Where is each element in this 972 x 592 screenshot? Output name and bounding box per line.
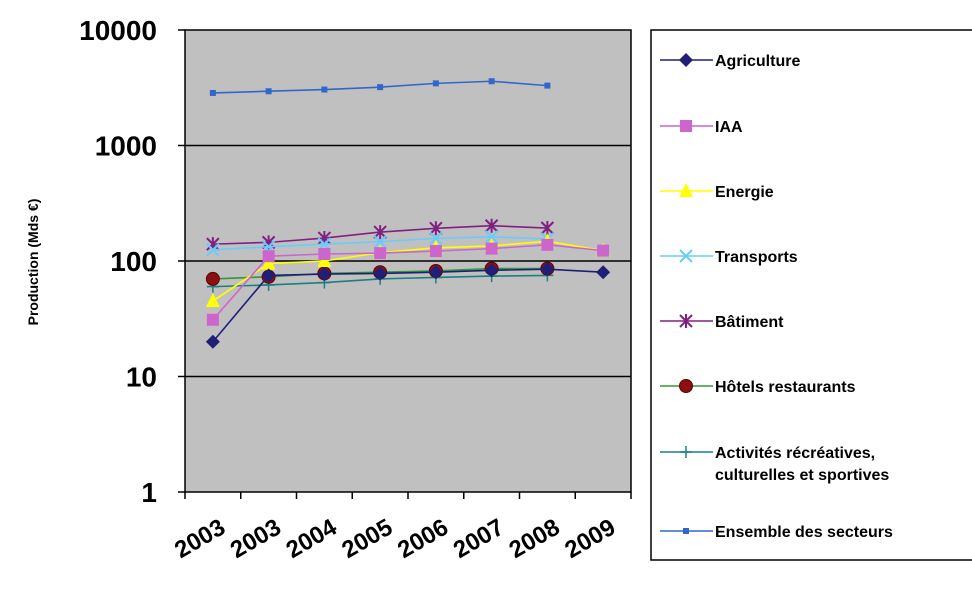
- data-point: [540, 262, 555, 277]
- data-point: [265, 88, 272, 95]
- y-tick-labels: 1 10 100 1000 10000: [79, 15, 157, 508]
- legend-entry: Transports: [660, 249, 798, 266]
- data-point: [373, 225, 387, 240]
- legend-entry: Hôtels restaurants: [660, 379, 856, 396]
- x-tick-label: 2004: [282, 513, 342, 563]
- legend-box: [650, 29, 972, 561]
- x-tick-label: 2003: [226, 514, 286, 564]
- data-point: [373, 234, 387, 249]
- y-tick-label: 10: [126, 362, 157, 393]
- data-point: [484, 230, 499, 244]
- data-point: [261, 268, 276, 283]
- data-point: [488, 78, 495, 85]
- data-point: [205, 334, 220, 349]
- series-line: [212, 240, 604, 302]
- grid-lines: [185, 144, 631, 378]
- legend-marker: [679, 379, 693, 393]
- x-tick-label: 2009: [560, 514, 620, 564]
- data-point: [428, 265, 443, 280]
- data-point: [373, 266, 388, 281]
- data-point: [317, 267, 332, 282]
- x-tick-label: 2008: [505, 514, 565, 564]
- legend-label: Hôtels restaurants: [715, 379, 856, 396]
- y-tick-label: 100: [110, 246, 157, 277]
- series-line: [212, 268, 604, 343]
- data-point: [484, 263, 499, 278]
- x-tick-label: 2003: [170, 514, 230, 564]
- y-tick-label: 1000: [95, 131, 157, 162]
- data-point: [205, 271, 220, 286]
- data-point: [432, 80, 439, 87]
- legend-label: Energie: [715, 184, 774, 201]
- y-tick-label: 10000: [79, 15, 157, 46]
- data-point: [596, 265, 611, 280]
- data-point: [485, 242, 498, 255]
- y-tick-label: 1: [141, 477, 157, 508]
- data-point: [540, 221, 555, 236]
- data-point: [318, 247, 331, 260]
- y-axis-label: Production (Mds €): [25, 199, 41, 326]
- data-point: [541, 238, 554, 251]
- x-tick-label: 2006: [393, 514, 453, 564]
- legend-entry: IAA: [660, 119, 743, 136]
- data-point: [377, 84, 384, 91]
- legend-entry: Activités récréatives, culturelles et spo…: [660, 445, 889, 484]
- data-point: [374, 247, 387, 260]
- series: [206, 238, 610, 326]
- x-tick-label: 2005: [337, 514, 397, 564]
- data-point: [205, 293, 220, 308]
- data-point: [206, 313, 219, 326]
- data-point: [209, 89, 216, 96]
- legend-entry: Ensemble des secteurs: [660, 524, 893, 541]
- data-point: [429, 231, 443, 246]
- series: [206, 218, 555, 252]
- data-point: [429, 245, 442, 258]
- legend-label: Ensemble des secteurs: [715, 524, 893, 541]
- data-point: [484, 218, 499, 233]
- legend-entry: Agriculture: [660, 53, 800, 70]
- legend-marker: [679, 314, 693, 328]
- data-point: [262, 250, 275, 263]
- data-point: [597, 244, 610, 257]
- legend-marker: [679, 249, 693, 263]
- legend-label: Activités récréatives, culturelles et spo…: [715, 445, 889, 484]
- series: [209, 78, 551, 96]
- legend-label: IAA: [715, 119, 743, 136]
- data-point: [321, 86, 328, 93]
- legend-marker: [679, 53, 693, 67]
- legend-entry: Bâtiment: [660, 314, 784, 331]
- data-point: [429, 221, 443, 236]
- data-point: [317, 253, 332, 267]
- data-point: [261, 255, 276, 270]
- axes: [178, 29, 632, 499]
- series: [205, 262, 611, 349]
- data-point: [544, 82, 551, 89]
- x-tick-label: 2007: [449, 514, 509, 564]
- data-point: [206, 243, 220, 257]
- legend-marker: [680, 446, 692, 458]
- legend-entry: Energie: [660, 183, 774, 201]
- legend-label: Transports: [715, 249, 798, 266]
- series-line: [212, 244, 604, 321]
- series-group: [205, 78, 611, 349]
- legend-marker: [679, 183, 693, 197]
- legend-marker: [680, 120, 692, 132]
- legend-label: Bâtiment: [715, 314, 784, 331]
- legend-marker: [683, 528, 689, 534]
- legend: Agriculture IAA Energie Transports Bâtiment H…: [660, 53, 893, 541]
- legend-label: Agriculture: [715, 53, 800, 70]
